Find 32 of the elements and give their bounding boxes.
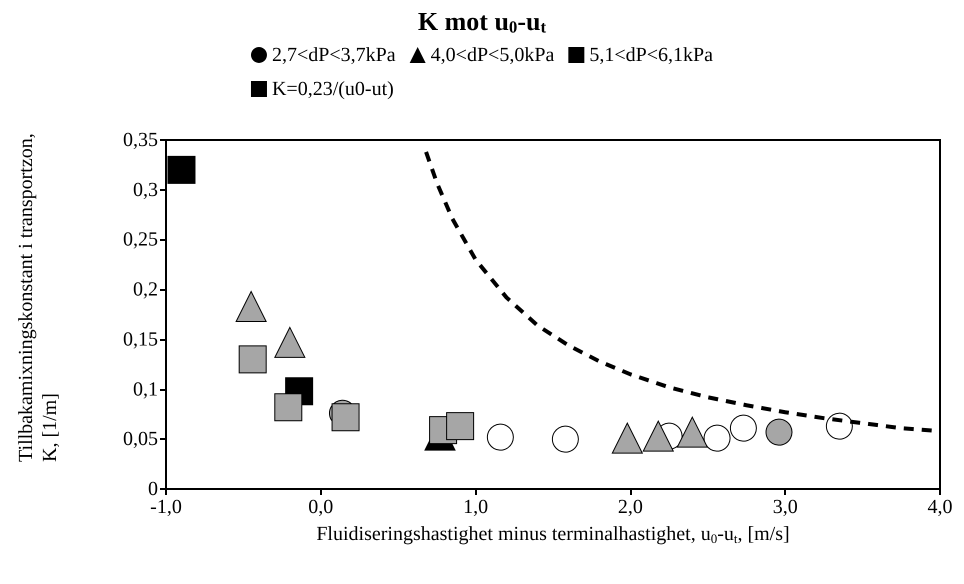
point xyxy=(274,326,306,358)
point xyxy=(612,422,643,454)
x-tick-label: 2,0 xyxy=(618,496,643,518)
point xyxy=(642,420,674,452)
point xyxy=(826,412,853,440)
point xyxy=(704,424,731,452)
point xyxy=(486,424,514,451)
point xyxy=(552,426,579,453)
point xyxy=(167,156,196,184)
y-tick-label: 0,15 xyxy=(123,328,158,350)
legend-label: 2,7<dP<3,7kPa xyxy=(272,44,396,66)
x-tick-label: 0,0 xyxy=(308,496,334,518)
y-tick-label: 0,35 xyxy=(123,129,158,151)
legend-label: K=0,23/(u0-ut) xyxy=(272,78,394,100)
point xyxy=(676,416,708,448)
y-tick-label: 0,3 xyxy=(133,178,158,201)
point xyxy=(730,414,757,442)
y-axis-title: Tillbakamixningskonstant i transportzon, K, [1/m] xyxy=(15,128,61,462)
x-tick-label: 3,0 xyxy=(772,496,798,518)
point xyxy=(446,412,474,440)
x-tick-label: 1,0 xyxy=(463,496,488,518)
legend-label: 5,1<dP<6,1kPa xyxy=(589,44,714,66)
point xyxy=(238,345,267,374)
x-tick-label: 4,0 xyxy=(928,496,952,518)
y-tick-label: 0,2 xyxy=(133,278,158,301)
y-tick-label: 0,25 xyxy=(123,228,158,251)
point xyxy=(236,291,267,322)
point xyxy=(274,393,302,422)
legend-label: 4,0<dP<5,0kPa xyxy=(430,44,554,66)
y-tick-label: 0,05 xyxy=(123,428,158,450)
point xyxy=(332,403,360,432)
y-tick-label: 0,1 xyxy=(133,378,158,400)
